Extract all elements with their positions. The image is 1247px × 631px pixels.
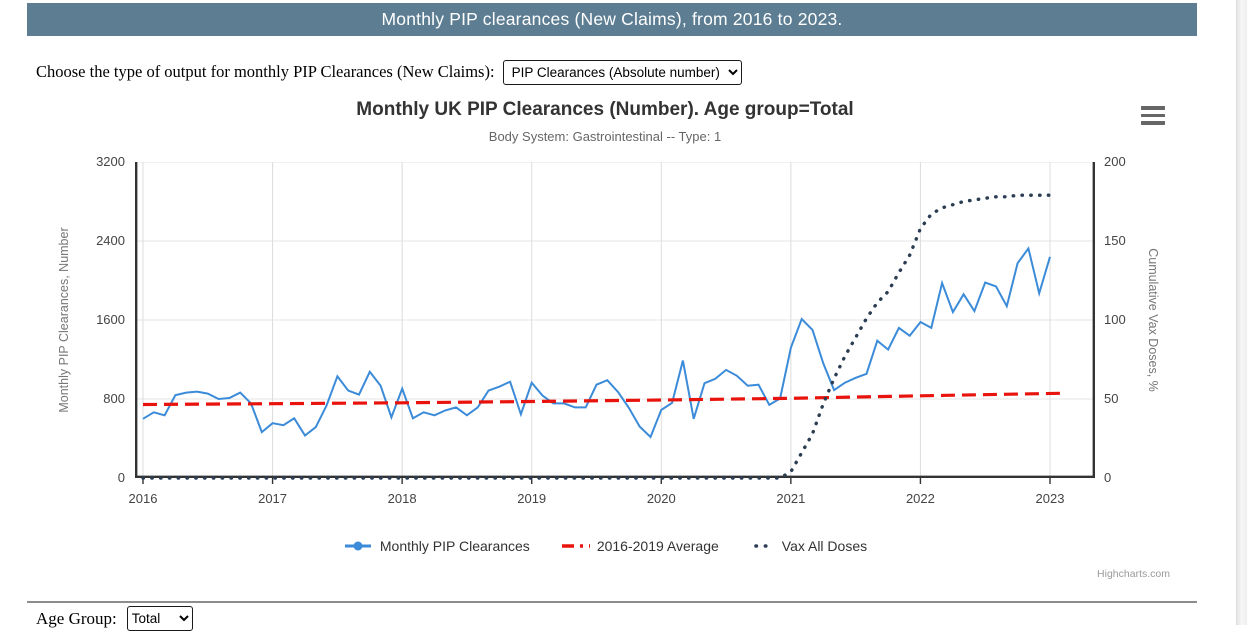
x-tick-label: 2018 [387, 491, 417, 506]
highcharts-credit[interactable]: Highcharts.com [1097, 568, 1170, 580]
output-type-select[interactable]: PIP Clearances (Absolute number) [502, 59, 742, 85]
chart-subtitle: Body System: Gastrointestinal -- Type: 1 [488, 129, 722, 144]
line-with-dot-marker-icon [344, 541, 371, 551]
legend-label: Vax All Doses [781, 538, 868, 554]
y-tick-label: 1600 [96, 312, 125, 327]
x-tick-label: 2020 [646, 491, 676, 506]
x-tick-label: 2022 [905, 491, 935, 506]
y-tick-label: 50 [1104, 391, 1119, 406]
x-tick-label: 2021 [776, 491, 806, 506]
x-tick-label: 2017 [258, 491, 288, 506]
chart-legend: Monthly PIP Clearances 2016-2019 Average… [30, 538, 1180, 554]
y-tick-label: 200 [1104, 154, 1126, 169]
y-tick-label: 2400 [96, 233, 125, 248]
age-group-label: Age Group: [36, 608, 117, 628]
legend-item-pip-clearances[interactable]: Monthly PIP Clearances [343, 538, 530, 554]
menu-bar [1141, 121, 1165, 125]
x-tick-label: 2023 [1035, 491, 1065, 506]
legend-item-average[interactable]: 2016-2019 Average [560, 538, 719, 554]
y-tick-label: 100 [1104, 312, 1126, 327]
plot-svg [135, 162, 1095, 484]
y-tick-label: 150 [1104, 233, 1126, 248]
x-tick-label: 2016 [128, 491, 158, 506]
chart-title: Monthly UK PIP Clearances (Number). Age … [356, 99, 854, 120]
menu-bar [1141, 113, 1165, 117]
page-title-bar: Monthly PIP clearances (New Claims), fro… [27, 3, 1197, 36]
legend-label: Monthly PIP Clearances [379, 538, 530, 554]
output-type-row: Choose the type of output for monthly PI… [36, 57, 742, 87]
y-axis-right-tick-labels: 0 50 100 150 200 [1104, 154, 1156, 485]
section-divider [27, 601, 1197, 603]
y-tick-label: 800 [103, 391, 125, 406]
legend-label: 2016-2019 Average [596, 538, 719, 554]
page-scrollbar[interactable] [1236, 0, 1247, 625]
dotted-line-marker-icon [753, 544, 775, 548]
y-axis-left-title: Monthly PIP Clearances, Number [57, 227, 71, 413]
legend-item-vax[interactable]: Vax All Doses [749, 538, 867, 554]
page-title: Monthly PIP clearances (New Claims), fro… [381, 9, 843, 29]
dashed-line-marker-icon [561, 544, 590, 548]
output-type-label: Choose the type of output for monthly PI… [36, 62, 495, 81]
age-group-row: Age Group: Total [36, 606, 193, 631]
x-tick-label: 2019 [517, 491, 547, 506]
y-tick-label: 0 [1104, 470, 1112, 485]
y-tick-label: 0 [117, 470, 125, 485]
menu-bar [1141, 106, 1165, 110]
y-axis-left-tick-labels: 0 800 1600 2400 3200 [73, 154, 125, 485]
y-tick-label: 3200 [96, 154, 125, 169]
age-group-select[interactable]: Total [126, 606, 193, 631]
chart-menu-icon[interactable] [1141, 106, 1165, 126]
